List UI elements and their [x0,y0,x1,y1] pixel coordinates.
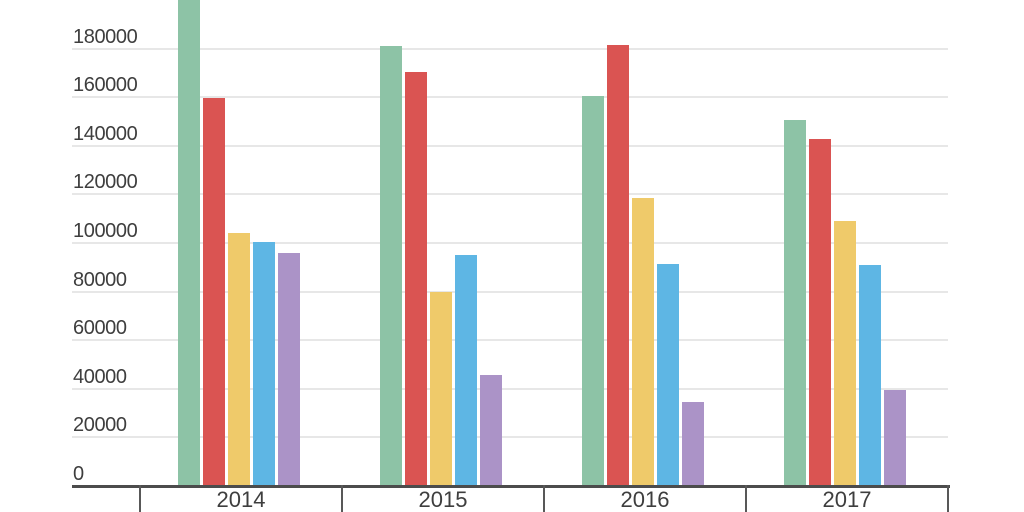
x-axis-tick-1 [341,485,343,512]
x-axis-label-2014: 2014 [216,487,266,512]
y-axis-label-160000: 160000 [73,74,138,97]
y-axis-label-140000: 140000 [73,122,138,145]
x-axis-label-2016: 2016 [620,487,670,512]
x-axis-tick-0 [139,485,141,512]
bar-green-2014[interactable] [178,0,200,486]
bar-red-2015[interactable] [405,71,427,486]
bar-red-2016[interactable] [607,44,629,486]
gridline-120000 [72,193,948,196]
x-axis-line [72,485,950,488]
y-axis-label-180000: 180000 [73,25,138,48]
x-axis-label-2017: 2017 [822,487,872,512]
gridline-20000 [72,436,948,439]
x-axis-label-2015: 2015 [418,487,468,512]
y-axis-label-120000: 120000 [73,171,138,194]
y-axis-label-20000: 20000 [73,414,127,437]
bar-purple-2015[interactable] [480,375,502,486]
y-axis-label-60000: 60000 [73,317,127,340]
x-axis-tick-4 [947,485,949,512]
bar-red-2014[interactable] [203,98,225,486]
bar-yellow-2016[interactable] [632,198,654,486]
gridline-180000 [72,47,948,50]
bar-blue-2015[interactable] [455,255,477,486]
bar-purple-2016[interactable] [682,402,704,486]
gridline-100000 [72,242,948,244]
bar-blue-2014[interactable] [253,241,275,486]
y-axis-label-80000: 80000 [73,268,127,291]
y-axis-label-0: 0 [73,463,84,485]
bar-yellow-2015[interactable] [430,291,452,486]
gridline-80000 [72,290,948,293]
bar-yellow-2014[interactable] [228,233,250,486]
x-axis-tick-2 [543,485,545,512]
bar-blue-2017[interactable] [859,264,881,486]
gridline-140000 [72,144,948,147]
y-axis-label-40000: 40000 [73,365,127,388]
bar-red-2017[interactable] [809,138,831,486]
bar-green-2015[interactable] [380,46,402,486]
bar-green-2017[interactable] [784,120,806,486]
bar-green-2016[interactable] [582,95,604,486]
gridline-60000 [72,339,948,342]
y-axis-label-100000: 100000 [73,220,138,242]
x-axis-tick-3 [745,485,747,512]
gridline-160000 [72,96,948,99]
bar-yellow-2017[interactable] [834,221,856,486]
gridline-40000 [72,387,948,390]
bar-purple-2017[interactable] [884,390,906,486]
bar-purple-2014[interactable] [278,252,300,486]
bar-blue-2016[interactable] [657,263,679,486]
